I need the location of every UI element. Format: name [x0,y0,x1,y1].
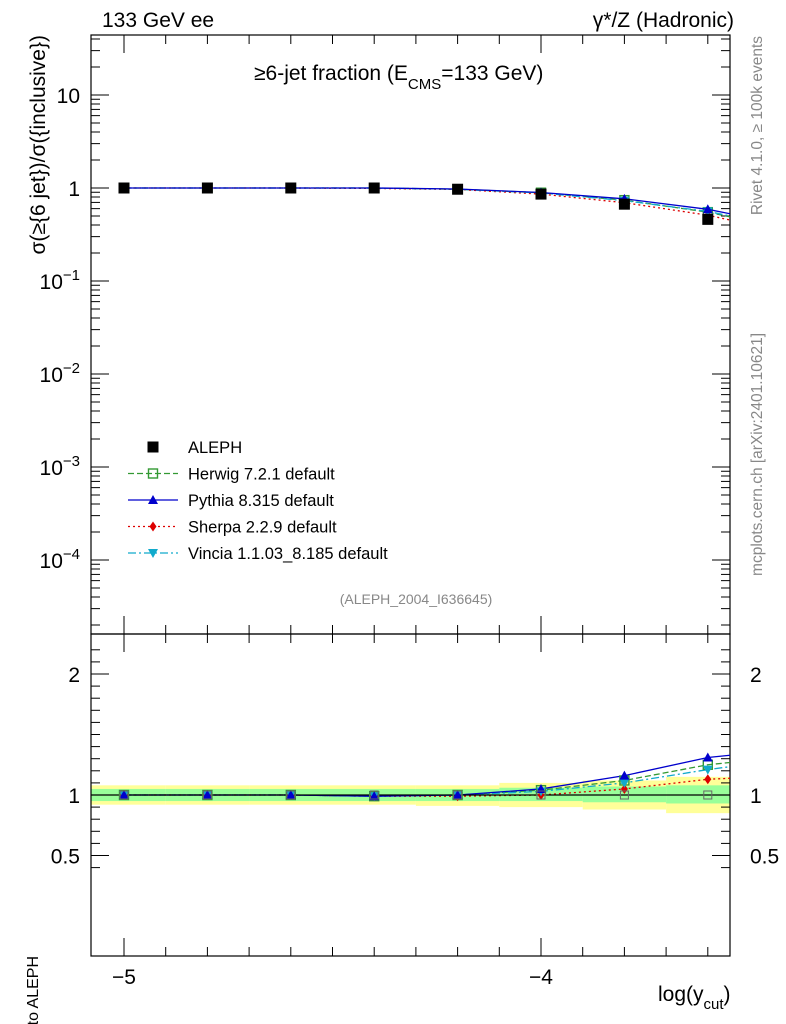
header-right: γ*/Z (Hadronic) [593,9,734,32]
y-tick-base-2: 10 [40,271,63,294]
point-aleph-1 [201,182,213,194]
ratio-uncertainty-bands [91,776,730,814]
main-series [118,182,730,225]
y-tick-exp-2: −1 [63,267,80,284]
axis-ticks [91,35,730,956]
ratio-point-pythia-4 [452,790,463,799]
ratio-tick-label-right-0: 0.5 [750,846,779,869]
y-tick-label-1: 1 [68,178,80,201]
title-end-text: =133 GeV) [441,62,543,85]
y-tick-label-5: 10−4 [40,546,80,573]
title-subscript: CMS [408,76,441,93]
point-aleph-3 [368,182,380,194]
x-axis-label: log(ycut) [658,983,731,1013]
ratio-point-aleph-0 [119,790,129,800]
x-tick-label-0: −5 [112,966,136,989]
y-tick-base-3: 10 [40,364,63,387]
ratio-tick-label-right-2: 2 [750,664,762,687]
ratio-point-pythia-6 [619,770,630,780]
ratio-tick-label-left-0: 0.5 [51,846,80,869]
ratio-point-pythia-7 [702,752,713,762]
ratio-tick-label-right-1: 1 [750,785,762,808]
legend-marker-herwig [147,468,159,479]
legend: ALEPH Herwig 7.2.1 default Pythia 8.315 de… [128,439,388,563]
x-tick-label-1: −4 [529,966,553,989]
legend-label-pythia: Pythia 8.315 default [188,492,334,510]
series-line-sherpa [124,187,730,221]
legend-marker-aleph [147,441,159,453]
y-tick-exp-5: −4 [63,546,80,563]
xlabel-main-text: log(y [658,983,704,1006]
ratio-point-vincia-7 [702,765,713,775]
ratio-point-aleph-7 [703,790,713,800]
header-left: 133 GeV ee [102,9,214,32]
ratio-tick-label-left-1: 1 [68,785,80,808]
legend-label-herwig: Herwig 7.2.1 default [188,466,335,484]
ratio-point-sherpa-7 [704,774,712,785]
legend-label-aleph: ALEPH [188,439,242,457]
legend-marker-pythia [148,495,158,504]
ratio-y-axis-label: Ratio to ALEPH [25,956,42,1024]
ratio-point-pythia-0 [119,790,129,799]
point-pythia-7 [702,204,713,214]
ratio-point-aleph-4 [453,790,463,800]
green-band-7 [666,785,730,804]
series-line-herwig [124,187,730,218]
mcplots-text: mcplots.cern.ch [arXiv:2401.10621] [749,333,766,576]
y-tick-label-0: 10 [57,85,80,108]
main-title: ≥6-jet fraction (ECMS=133 GeV) [254,62,543,93]
watermark-text: (ALEPH_2004_I636645) [340,591,493,607]
series-line-vincia [124,187,730,217]
legend-marker-vincia [148,549,158,558]
ratio-point-pythia-2 [285,790,296,799]
ratio-tick-label-left-2: 2 [68,664,80,687]
y-tick-label-3: 10−2 [40,360,80,387]
y-axis-label: σ(≥{6 jet})/σ({inclusive}) [27,35,50,255]
y-tick-exp-3: −2 [63,360,80,377]
point-aleph-7 [702,213,714,225]
ratio-point-aleph-6 [619,790,629,800]
rivet-version-text: Rivet 4.1.0, ≥ 100k events [749,36,766,215]
y-tick-base-0: 10 [57,85,80,108]
y-tick-base-4: 10 [40,457,63,480]
ratio-point-aleph-5 [536,790,546,800]
y-tick-label-2: 10−1 [40,267,80,294]
point-aleph-0 [118,182,130,194]
point-aleph-5 [535,188,547,200]
title-main-text: ≥6-jet fraction (E [254,62,408,85]
y-tick-exp-4: −3 [63,453,80,470]
legend-marker-sherpa [149,521,157,532]
point-aleph-6 [618,198,630,210]
ratio-point-aleph-2 [286,790,296,800]
legend-label-vincia: Vincia 1.1.03_8.185 default [188,545,388,563]
ratio-point-pythia-3 [369,791,380,801]
ratio-point-vincia-6 [619,778,630,788]
ratio-point-aleph-1 [202,790,212,800]
main-plot-frame [90,34,731,635]
ratio-markers [118,752,713,802]
point-aleph-4 [452,183,464,195]
ratio-point-aleph-3 [369,790,379,800]
y-tick-label-4: 10−3 [40,453,80,480]
y-tick-base-5: 10 [40,550,63,573]
xlabel-end-text: ) [724,983,731,1006]
point-aleph-2 [285,182,297,194]
y-tick-base-1: 1 [68,178,80,201]
ratio-point-pythia-1 [202,790,213,799]
green-band-6 [582,786,667,803]
xlabel-subscript: cut [704,996,725,1013]
legend-label-sherpa: Sherpa 2.2.9 default [188,519,337,537]
